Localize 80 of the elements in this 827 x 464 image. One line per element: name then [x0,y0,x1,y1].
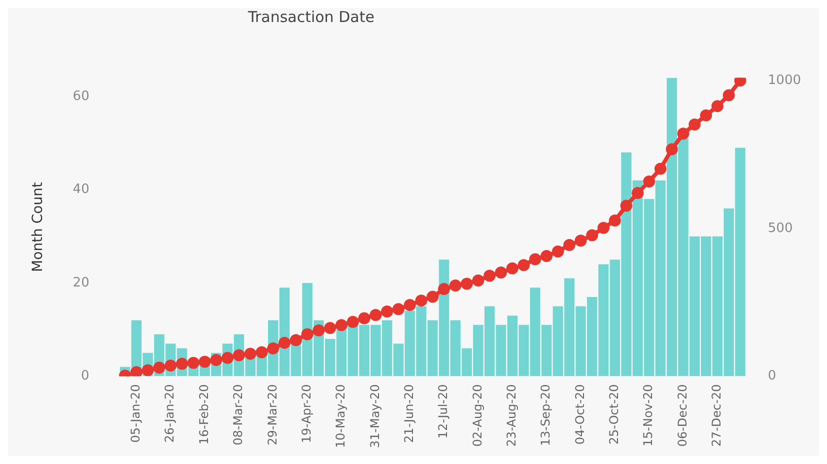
point [267,342,280,354]
point [460,278,473,290]
point [494,266,507,278]
point [232,349,245,362]
point [164,360,177,372]
point [415,294,428,307]
point [574,234,587,247]
point [620,200,632,212]
point [335,319,348,332]
x-tick-label: 05-Jan-20 [128,384,143,443]
point [404,299,416,311]
point [518,259,530,272]
x-tick-label: 12-Jul-20 [436,384,450,439]
point [392,303,404,316]
point [529,253,542,266]
point [370,309,382,322]
point [506,262,518,274]
y2-tick-label: 500 [768,220,793,236]
x-tick-label: 27-Dec-20 [710,384,724,447]
x-tick-label: 31-May-20 [368,384,382,448]
x-tick-label: 16-Feb-20 [196,384,211,445]
y2-tick-label: 1000 [768,73,802,88]
point [677,128,690,140]
point [688,118,701,130]
point [700,109,712,122]
point [552,246,564,258]
point [142,364,154,376]
point [153,362,166,374]
point [381,306,394,318]
point [540,250,553,262]
point [290,334,302,346]
x-tick-label: 21-Jun-20 [402,384,416,443]
point [586,229,598,242]
point [130,366,142,376]
point [346,316,359,328]
x-tick-label: 13-Sep-20 [538,384,553,446]
point [722,89,735,102]
point [324,322,336,334]
point [256,346,268,358]
point [608,214,621,226]
x-tick-label: 25-Oct-20 [607,384,622,444]
x-tick-label: 26-Jan-20 [162,384,177,443]
y-tick-label: 60 [72,88,90,104]
point [449,280,462,292]
point [187,356,200,369]
x-tick-label: 15-Nov-20 [641,384,656,446]
x-tick-label: 04-Oct-20 [572,384,587,444]
x-tick-label: 10-May-20 [334,384,348,448]
y-tick-label: 20 [72,275,90,290]
x-tick-label: 02-Aug-20 [470,384,484,447]
x-tick-label: 08-Mar-20 [231,384,246,446]
x-tick-label: 29-Mar-20 [265,384,280,446]
point [176,358,188,370]
point [438,283,450,296]
point [198,356,211,368]
x-tick-label: 23-Aug-20 [504,384,518,447]
point [598,222,610,234]
x-tick-label: 19-Apr-20 [299,384,314,444]
point [643,176,656,188]
point [222,352,234,364]
point [312,324,325,336]
point [666,143,678,156]
point [711,100,724,112]
point [244,348,256,360]
point [484,270,496,282]
point [301,328,314,340]
y-tick-label: 0 [81,368,90,384]
y2-tick-label: 0 [768,368,776,384]
point [278,336,291,349]
point [472,274,484,286]
point [210,354,222,366]
point [426,290,439,303]
y-axis-title: Month Count [30,182,46,272]
point [632,187,644,200]
point [563,239,576,252]
y-tick-label: 40 [72,182,90,198]
text: Transaction Date [247,8,376,28]
point [654,162,666,175]
x-tick-label: 06-Dec-20 [675,384,690,447]
point [358,312,370,324]
